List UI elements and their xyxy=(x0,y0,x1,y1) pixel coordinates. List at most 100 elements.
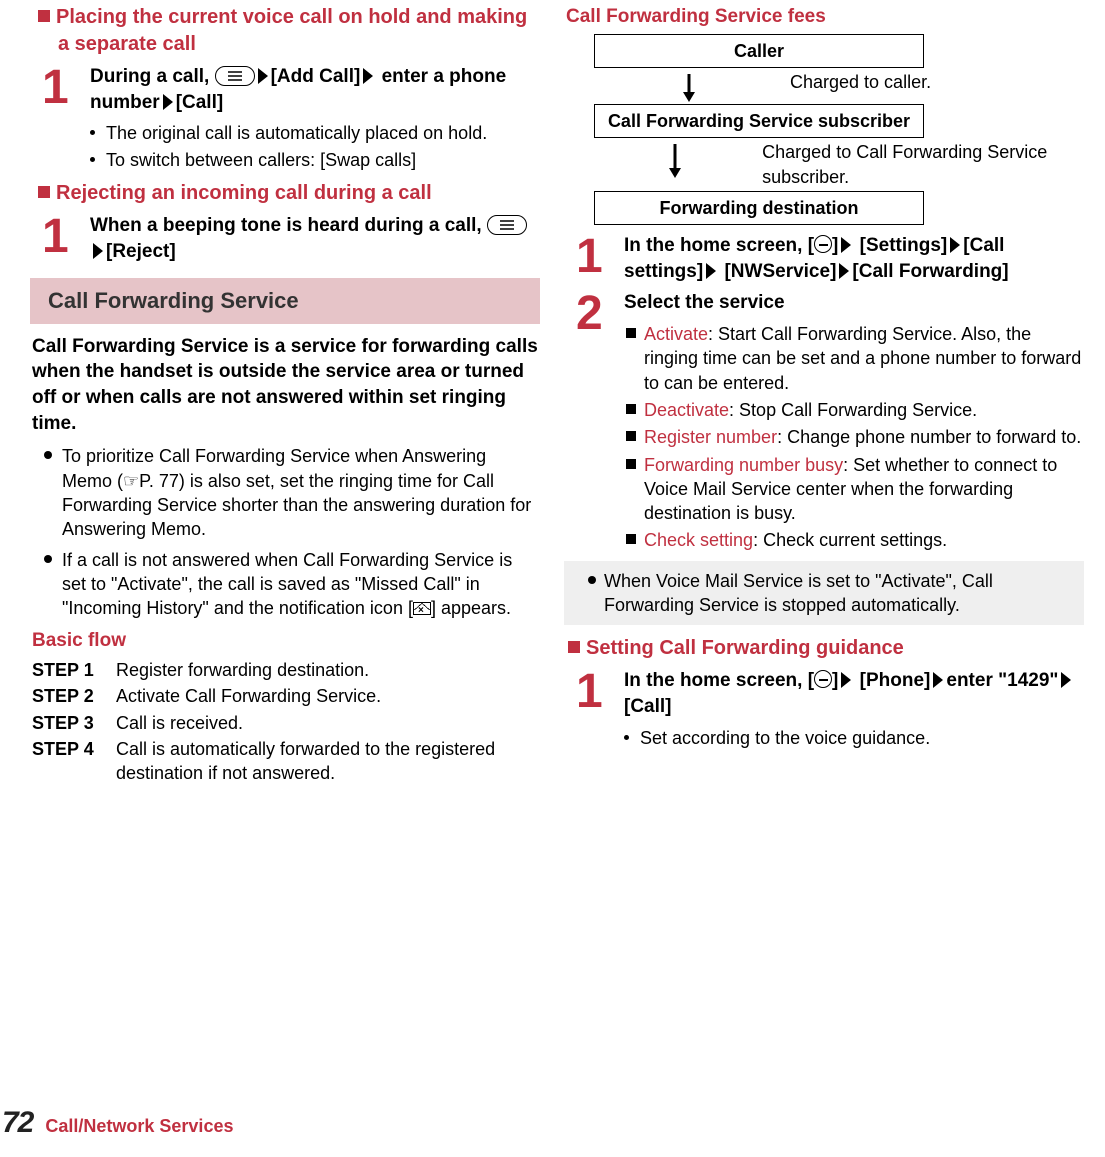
home-key-icon xyxy=(814,235,832,253)
nav-step-2-title: Select the service xyxy=(624,290,1084,316)
arrow-icon xyxy=(163,94,173,110)
option-name: Deactivate xyxy=(644,400,729,420)
section-title: Call Forwarding Service xyxy=(30,278,540,324)
square-bullet-icon xyxy=(626,328,636,338)
nav-pre: In the home screen, [ xyxy=(624,235,814,256)
nav-step-1: 1 In the home screen, [] [Settings][Call… xyxy=(564,233,1084,284)
bullet-item: If a call is not answered when Call Forw… xyxy=(44,548,540,621)
option-text: : Start Call Forwarding Service. Also, t… xyxy=(644,324,1081,393)
arrow-icon xyxy=(950,237,960,253)
step-text: Call is automatically forwarded to the r… xyxy=(116,737,540,786)
fee-box-destination: Forwarding destination xyxy=(594,191,924,225)
arrow-icon xyxy=(258,68,268,84)
basic-flow-title: Basic flow xyxy=(32,628,540,654)
hold-pre: During a call, xyxy=(90,66,215,87)
guidance-step-line: In the home screen, [] [Phone] enter "142… xyxy=(624,668,1084,719)
note-text: When Voice Mail Service is set to "Activ… xyxy=(588,569,1074,618)
guidance-item: [Phone] xyxy=(860,670,931,691)
fee-label: Charged to caller. xyxy=(784,70,931,94)
arrow-icon xyxy=(933,672,943,688)
guidance-post: ] xyxy=(832,670,838,691)
bullet-item: To prioritize Call Forwarding Service wh… xyxy=(44,444,540,541)
heading-reject: Rejecting an incoming call during a call xyxy=(30,180,540,207)
page-number: 72 xyxy=(2,1103,33,1144)
step-label: STEP 1 xyxy=(32,658,116,682)
step-label: STEP 2 xyxy=(32,684,116,708)
arrow-icon xyxy=(841,237,851,253)
arrow-icon xyxy=(1061,672,1071,688)
fee-box-caller: Caller xyxy=(594,34,924,68)
option-item: Register number: Change phone number to … xyxy=(626,425,1084,449)
nav-item: [NWService] xyxy=(724,261,836,282)
step-row: STEP 1Register forwarding destination. xyxy=(32,658,540,682)
service-description: Call Forwarding Service is a service for… xyxy=(32,334,538,437)
square-bullet-icon xyxy=(626,459,636,469)
step-row: STEP 2Activate Call Forwarding Service. xyxy=(32,684,540,708)
missed-mail-icon xyxy=(413,602,431,615)
fees-title: Call Forwarding Service fees xyxy=(566,4,1084,30)
guidance-heading: Setting Call Forwarding guidance xyxy=(564,635,1084,662)
option-name: Activate xyxy=(644,324,708,344)
option-text: : Check current settings. xyxy=(753,530,947,550)
nav-item: [Call Forwarding] xyxy=(852,261,1008,282)
bullet-text: To switch between callers: [Swap calls] xyxy=(106,150,416,170)
footer-title: Call/Network Services xyxy=(45,1114,233,1138)
arrow-icon xyxy=(841,672,851,688)
step-row: STEP 4Call is automatically forwarded to… xyxy=(32,737,540,786)
fee-row: Charged to Call Forwarding Service subsc… xyxy=(594,140,1084,189)
bullet-item: The original call is automatically place… xyxy=(90,121,540,145)
nav-step-1-line: In the home screen, [] [Settings][Call s… xyxy=(624,233,1084,284)
fee-box-subscriber: Call Forwarding Service subscriber xyxy=(594,104,924,138)
heading-hold-text: Placing the current voice call on hold a… xyxy=(56,6,527,55)
arrow-icon xyxy=(706,263,716,279)
step-number-1-icon: 1 xyxy=(576,660,601,725)
note-box: When Voice Mail Service is set to "Activ… xyxy=(564,561,1084,626)
down-arrow-icon xyxy=(594,70,784,102)
arrow-icon xyxy=(93,243,103,259)
bullet-text: Set according to the voice guidance. xyxy=(640,728,930,748)
hold-step-line: During a call, [Add Call] enter a phone … xyxy=(90,64,540,115)
bullet-item: To switch between callers: [Swap calls] xyxy=(90,148,540,172)
step-label: STEP 4 xyxy=(32,737,116,786)
step-text: Activate Call Forwarding Service. xyxy=(116,684,381,708)
square-bullet-icon xyxy=(38,186,50,198)
option-name: Check setting xyxy=(644,530,753,550)
option-text: : Stop Call Forwarding Service. xyxy=(729,400,977,420)
step-text: Register forwarding destination. xyxy=(116,658,369,682)
reject-pre: When a beeping tone is heard during a ca… xyxy=(90,215,487,236)
option-name: Register number xyxy=(644,427,777,447)
basic-flow-steps: STEP 1Register forwarding destination. S… xyxy=(32,658,540,785)
square-bullet-icon xyxy=(626,404,636,414)
reject-step-line: When a beeping tone is heard during a ca… xyxy=(90,213,540,264)
bullet-text: The original call is automatically place… xyxy=(106,123,487,143)
home-key-icon xyxy=(814,670,832,688)
nav-post: ] xyxy=(832,235,838,256)
square-bullet-icon xyxy=(626,534,636,544)
hold-end: [Call] xyxy=(176,92,224,113)
hold-bullets: The original call is automatically place… xyxy=(90,121,540,172)
arrow-icon xyxy=(839,263,849,279)
guidance-item: enter "1429" xyxy=(946,670,1058,691)
step-row: STEP 3Call is received. xyxy=(32,711,540,735)
service-bullets: To prioritize Call Forwarding Service wh… xyxy=(44,444,540,620)
step-number-2-icon: 2 xyxy=(576,282,601,347)
service-options: Activate: Start Call Forwarding Service.… xyxy=(626,322,1084,553)
guidance-pre: In the home screen, [ xyxy=(624,670,814,691)
step-number-1-icon: 1 xyxy=(42,56,67,121)
hold-mid: [Add Call] xyxy=(271,66,361,87)
hold-step: 1 During a call, [Add Call] enter a phon… xyxy=(30,64,540,115)
option-name: Forwarding number busy xyxy=(644,455,843,475)
menu-key-icon xyxy=(215,66,255,86)
hand-icon: ☞ xyxy=(123,469,139,493)
reject-step: 1 When a beeping tone is heard during a … xyxy=(30,213,540,264)
heading-hold: Placing the current voice call on hold a… xyxy=(30,4,540,58)
option-item: Check setting: Check current settings. xyxy=(626,528,1084,552)
square-bullet-icon xyxy=(568,641,580,653)
guidance-title: Setting Call Forwarding guidance xyxy=(586,637,904,659)
step-text: Call is received. xyxy=(116,711,243,735)
nav-item: [Settings] xyxy=(860,235,948,256)
square-bullet-icon xyxy=(38,10,50,22)
nav-step-2: 2 Select the service xyxy=(564,290,1084,316)
bullet-item: Set according to the voice guidance. xyxy=(624,726,1084,750)
heading-reject-text: Rejecting an incoming call during a call xyxy=(56,182,432,204)
